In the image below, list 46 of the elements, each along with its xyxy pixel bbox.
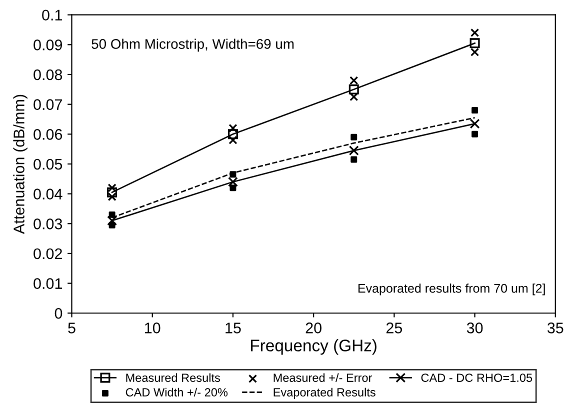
- legend-label: Evaporated Results: [274, 388, 376, 399]
- point: [228, 176, 238, 187]
- point: [472, 107, 478, 114]
- x-tick-label: 5: [68, 322, 76, 334]
- point: [350, 156, 358, 163]
- point: [348, 146, 359, 156]
- point: [350, 134, 358, 140]
- x-tick-label: 20: [306, 322, 322, 334]
- y-tick-label: 0.03: [34, 218, 62, 230]
- y-tick-label: 0.04: [34, 188, 62, 200]
- y-axis-title: Attenuation (dB/mm): [13, 94, 28, 234]
- point: [348, 84, 359, 94]
- y-tick-label: 0.05: [34, 158, 62, 170]
- legend-label: Measured +/- Error: [274, 373, 372, 382]
- point: [350, 92, 358, 102]
- point: [230, 184, 236, 192]
- point: [107, 187, 118, 198]
- point: [228, 136, 238, 144]
- x-tick-label: 30: [466, 322, 483, 334]
- y-tick-label: 0.07: [34, 99, 62, 110]
- point: [350, 76, 358, 85]
- y-tick-label: 0.02: [34, 248, 62, 260]
- y-tick-label: 0: [54, 308, 62, 319]
- point: [228, 129, 238, 140]
- y-tick-label: 0.1: [42, 10, 62, 21]
- y-tick-label: 0.06: [34, 129, 62, 140]
- y-tick-label: 0.08: [34, 69, 62, 80]
- x-tick-label: 35: [547, 322, 564, 334]
- point: [470, 118, 480, 129]
- annotation: Evaporated results from 70 um [2]: [358, 284, 545, 296]
- x-tick-label: 10: [145, 322, 160, 334]
- point: [228, 124, 238, 132]
- annotation: 50 Ohm Microstrip, Width=69 um: [92, 38, 294, 52]
- y-tick-label: 0.09: [34, 40, 62, 50]
- point: [470, 28, 480, 38]
- x-tick-label: 15: [226, 322, 241, 334]
- point: [108, 192, 116, 202]
- legend-label: CAD - DC RHO=1.05: [421, 374, 532, 382]
- y-tick-label: 0.01: [34, 278, 62, 289]
- legend-label: Measured Results: [126, 373, 220, 382]
- point: [470, 48, 480, 56]
- point: [470, 38, 480, 48]
- point: [472, 130, 478, 138]
- x-tick-label: 25: [386, 322, 402, 334]
- x-axis-title: Frequency (GHz): [251, 339, 376, 355]
- legend-label: CAD Width +/- 20%: [126, 388, 228, 396]
